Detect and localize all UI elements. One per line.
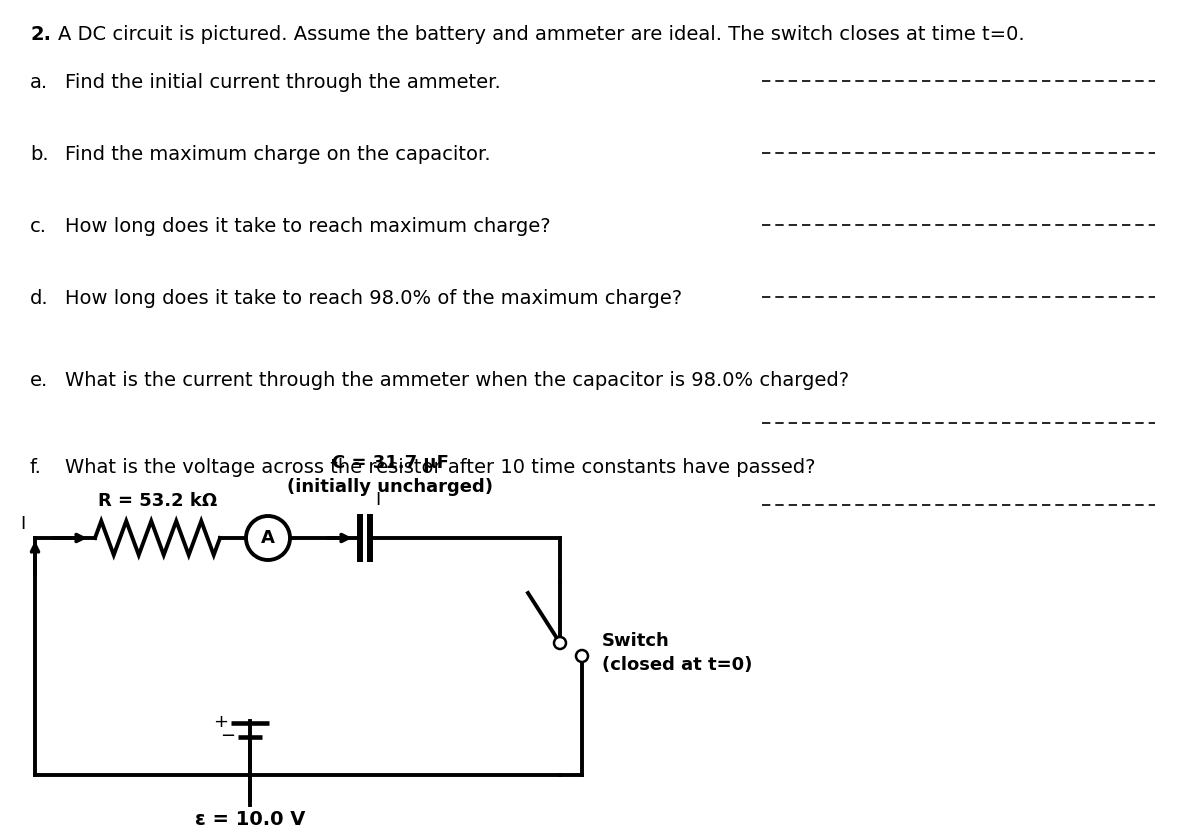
- Text: b.: b.: [30, 145, 49, 164]
- Text: What is the voltage across the resistor after 10 time constants have passed?: What is the voltage across the resistor …: [65, 458, 816, 477]
- Text: I: I: [20, 515, 25, 533]
- Text: R = 53.2 kΩ: R = 53.2 kΩ: [98, 492, 217, 510]
- Text: d.: d.: [30, 289, 49, 308]
- Text: How long does it take to reach 98.0% of the maximum charge?: How long does it take to reach 98.0% of …: [65, 289, 682, 308]
- Text: 2.: 2.: [30, 25, 50, 44]
- Text: a.: a.: [30, 73, 48, 92]
- Text: Find the initial current through the ammeter.: Find the initial current through the amm…: [65, 73, 500, 92]
- Text: A DC circuit is pictured. Assume the battery and ammeter are ideal. The switch c: A DC circuit is pictured. Assume the bat…: [58, 25, 1025, 44]
- Text: c.: c.: [30, 217, 47, 236]
- Text: A: A: [262, 529, 275, 547]
- Text: +: +: [214, 713, 228, 731]
- Text: ε = 10.0 V: ε = 10.0 V: [194, 810, 305, 829]
- Text: (closed at t=0): (closed at t=0): [602, 656, 752, 675]
- Circle shape: [554, 637, 566, 649]
- Text: (initially uncharged): (initially uncharged): [287, 478, 493, 496]
- Text: What is the current through the ammeter when the capacitor is 98.0% charged?: What is the current through the ammeter …: [65, 371, 850, 390]
- Text: I: I: [376, 491, 380, 509]
- Circle shape: [576, 650, 588, 662]
- Text: C = 31.7 μF: C = 31.7 μF: [331, 454, 449, 472]
- Text: e.: e.: [30, 371, 48, 390]
- Text: −: −: [221, 727, 235, 745]
- Circle shape: [246, 516, 290, 560]
- Text: Switch: Switch: [602, 632, 670, 651]
- Text: How long does it take to reach maximum charge?: How long does it take to reach maximum c…: [65, 217, 551, 236]
- Text: Find the maximum charge on the capacitor.: Find the maximum charge on the capacitor…: [65, 145, 491, 164]
- Text: f.: f.: [30, 458, 42, 477]
